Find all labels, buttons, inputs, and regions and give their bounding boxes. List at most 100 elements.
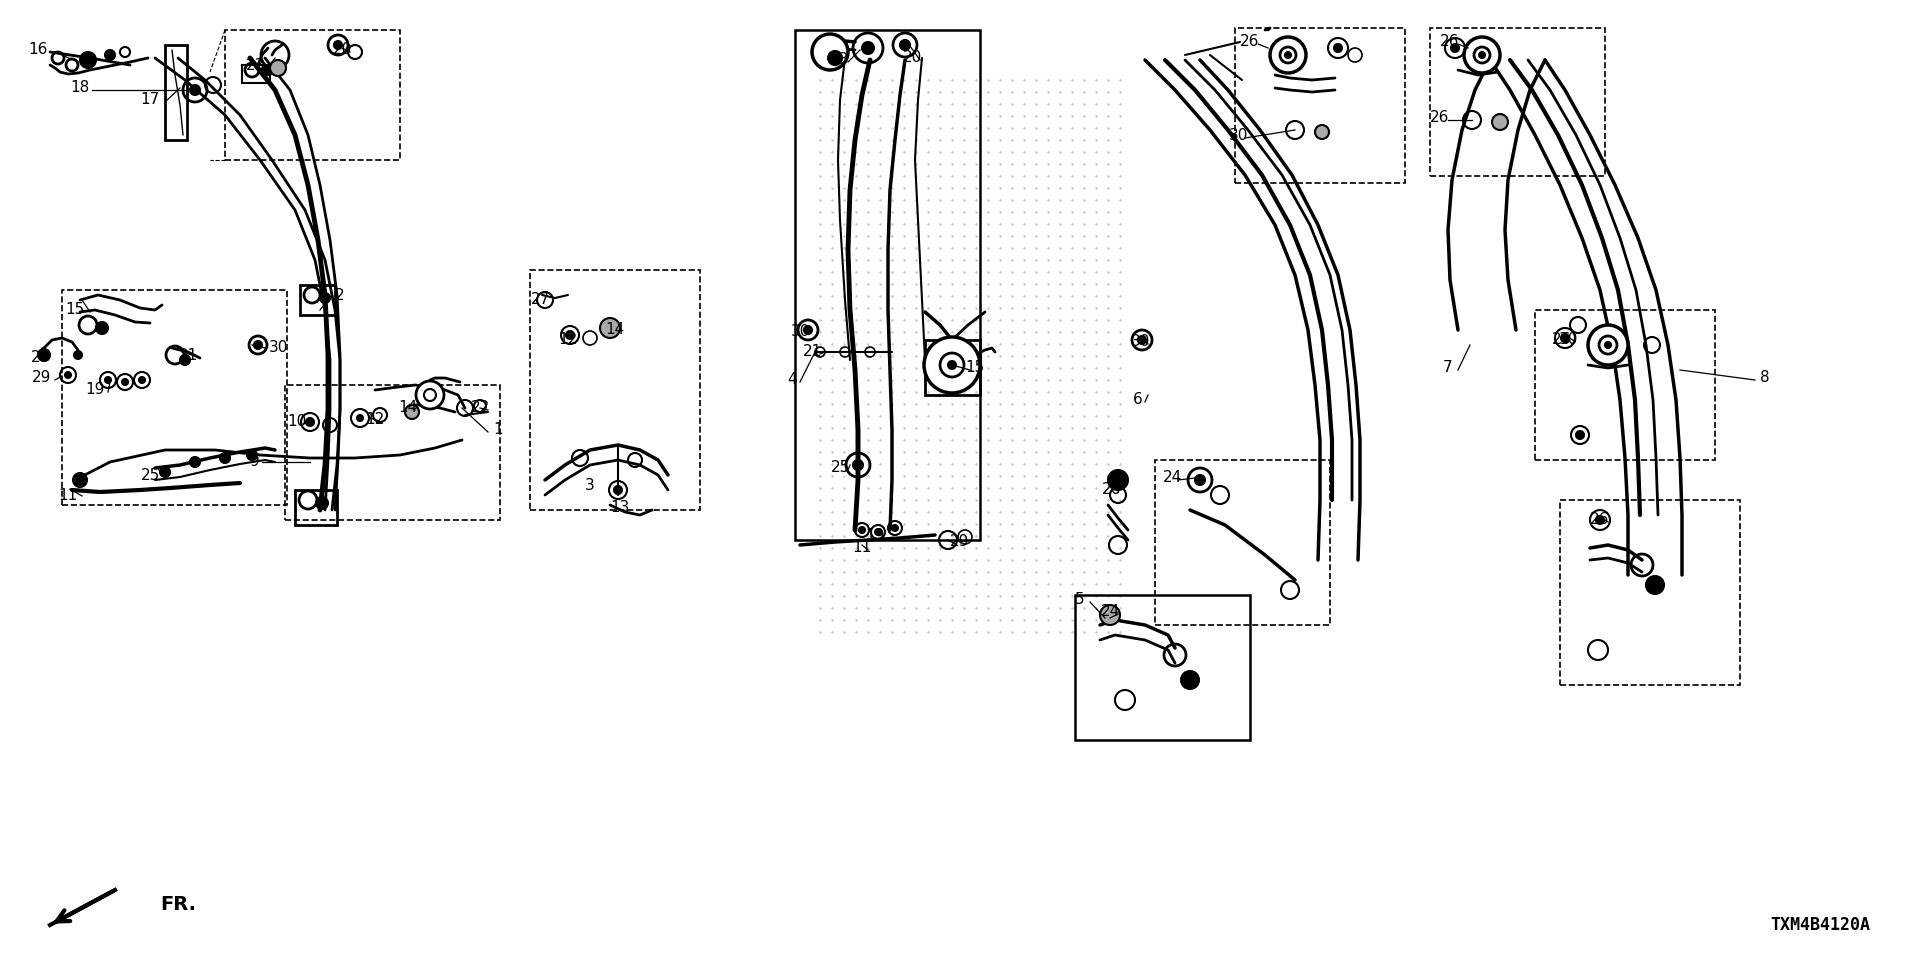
Circle shape — [248, 450, 257, 460]
Circle shape — [1108, 470, 1129, 490]
Text: 14: 14 — [605, 323, 624, 338]
Circle shape — [1334, 44, 1342, 52]
Text: 7: 7 — [1444, 361, 1453, 375]
Text: 16: 16 — [29, 42, 48, 58]
Bar — [300, 285, 334, 315]
Circle shape — [1492, 114, 1507, 130]
Text: 26: 26 — [1430, 110, 1450, 126]
Text: 25: 25 — [829, 461, 851, 475]
Circle shape — [106, 50, 115, 60]
Text: 5: 5 — [1075, 592, 1085, 608]
Circle shape — [317, 497, 328, 509]
Circle shape — [106, 377, 111, 383]
Circle shape — [1269, 37, 1306, 73]
Text: 15: 15 — [966, 361, 985, 375]
Text: 22: 22 — [470, 400, 490, 416]
Circle shape — [357, 415, 363, 421]
Text: 26: 26 — [1590, 513, 1609, 527]
Text: 26: 26 — [1440, 35, 1459, 50]
Circle shape — [1181, 671, 1198, 689]
Text: 26: 26 — [1551, 332, 1572, 348]
Bar — [284, 385, 499, 520]
Circle shape — [900, 40, 910, 50]
Text: 13: 13 — [611, 500, 630, 516]
Circle shape — [828, 51, 843, 65]
Text: 19: 19 — [84, 382, 106, 397]
Circle shape — [1645, 576, 1665, 594]
Bar — [296, 490, 338, 525]
Circle shape — [81, 52, 96, 68]
Circle shape — [123, 379, 129, 385]
Bar — [795, 30, 979, 540]
Text: 12: 12 — [365, 413, 384, 427]
Bar — [530, 270, 701, 510]
Text: 20: 20 — [902, 51, 922, 65]
Text: 11: 11 — [58, 488, 77, 502]
Text: 24: 24 — [1162, 470, 1181, 486]
Text: 19: 19 — [866, 527, 885, 542]
Bar — [925, 340, 979, 395]
Bar — [1559, 500, 1740, 685]
Circle shape — [405, 405, 419, 419]
Circle shape — [159, 467, 171, 477]
Circle shape — [1315, 125, 1329, 139]
Circle shape — [1452, 44, 1459, 52]
Circle shape — [924, 337, 979, 393]
Circle shape — [73, 473, 86, 487]
Text: 26: 26 — [1102, 483, 1121, 497]
Circle shape — [1100, 605, 1119, 625]
Text: 27: 27 — [530, 293, 549, 307]
Text: 30: 30 — [791, 324, 810, 340]
Circle shape — [180, 355, 190, 365]
Circle shape — [1463, 37, 1500, 73]
Circle shape — [614, 486, 622, 494]
Circle shape — [1139, 336, 1146, 344]
Circle shape — [271, 60, 286, 76]
Text: 15: 15 — [65, 302, 84, 318]
Circle shape — [812, 34, 849, 70]
Circle shape — [138, 377, 146, 383]
Circle shape — [1605, 342, 1611, 348]
Text: 23: 23 — [829, 53, 851, 67]
Circle shape — [1596, 516, 1603, 524]
Text: TXM4B4120A: TXM4B4120A — [1770, 916, 1870, 934]
Text: 30: 30 — [269, 341, 288, 355]
Circle shape — [96, 322, 108, 334]
Circle shape — [263, 65, 273, 75]
Text: 6: 6 — [1133, 393, 1142, 407]
Circle shape — [221, 453, 230, 463]
Text: FR.: FR. — [159, 896, 196, 915]
Circle shape — [190, 85, 200, 95]
Text: 3: 3 — [586, 477, 595, 492]
Text: 29: 29 — [33, 371, 52, 386]
Text: 30: 30 — [1229, 128, 1248, 142]
Circle shape — [75, 351, 83, 359]
Circle shape — [38, 349, 50, 361]
Text: 21: 21 — [803, 345, 822, 359]
Circle shape — [190, 457, 200, 467]
Circle shape — [1576, 431, 1584, 439]
Text: 21: 21 — [179, 348, 198, 363]
Circle shape — [1478, 52, 1484, 58]
Text: 17: 17 — [140, 92, 159, 108]
Text: 18: 18 — [71, 81, 90, 95]
Bar — [225, 30, 399, 160]
Circle shape — [566, 331, 574, 339]
Text: 12: 12 — [559, 332, 578, 348]
Circle shape — [1588, 325, 1628, 365]
Circle shape — [1194, 475, 1206, 485]
Text: 8: 8 — [1761, 371, 1770, 386]
Circle shape — [876, 529, 881, 535]
Text: 30: 30 — [1131, 334, 1150, 349]
Circle shape — [1284, 52, 1290, 58]
Text: 23: 23 — [246, 58, 265, 73]
Circle shape — [852, 460, 862, 470]
Circle shape — [804, 326, 812, 334]
Bar — [1075, 595, 1250, 740]
Text: 9: 9 — [250, 454, 259, 469]
Text: 4: 4 — [787, 372, 797, 388]
Text: 1: 1 — [493, 422, 503, 438]
Circle shape — [1561, 334, 1569, 342]
Bar — [165, 45, 186, 140]
Bar — [1534, 310, 1715, 460]
